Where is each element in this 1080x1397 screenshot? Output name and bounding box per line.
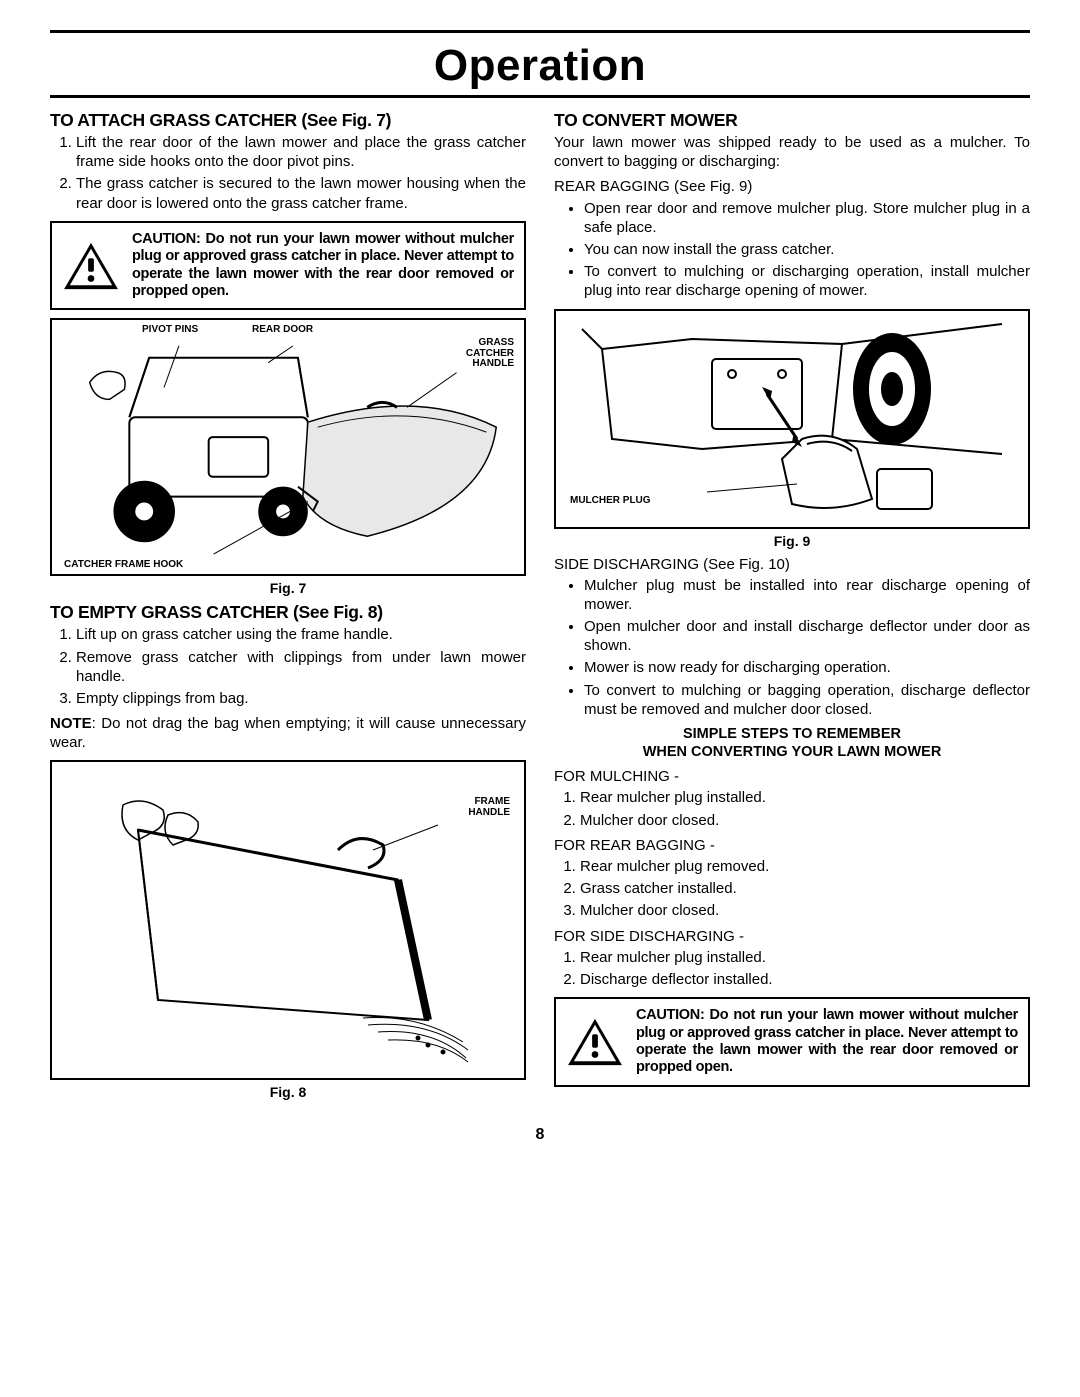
figure-7-svg xyxy=(60,328,516,566)
list-item: Lift up on grass catcher using the frame… xyxy=(76,625,526,644)
list-item: Empty clippings from bag. xyxy=(76,689,526,708)
side-heading: SIDE DISCHARGING (See Fig. 10) xyxy=(554,555,1030,574)
caution-box-left: CAUTION: Do not run your lawn mower with… xyxy=(50,221,526,311)
remember-title: SIMPLE STEPS TO REMEMBER WHEN CONVERTING… xyxy=(554,725,1030,761)
rearbag-head: FOR REAR BAGGING - xyxy=(554,836,1030,855)
empty-steps-list: Lift up on grass catcher using the frame… xyxy=(50,625,526,708)
note-text: NOTE: Do not drag the bag when emptying;… xyxy=(50,714,526,752)
rearbag-steps: Rear mulcher plug removed. Grass catcher… xyxy=(554,857,1030,921)
attach-heading: TO ATTACH GRASS CATCHER (See Fig. 7) xyxy=(50,110,526,131)
fig7-caption: Fig. 7 xyxy=(50,580,526,596)
list-item: Grass catcher installed. xyxy=(580,879,1030,898)
list-item: Remove grass catcher with clippings from… xyxy=(76,648,526,686)
list-item: Lift the rear door of the lawn mower and… xyxy=(76,133,526,171)
figure-9: MULCHER PLUG xyxy=(554,309,1030,529)
figure-8: FRAME HANDLE xyxy=(50,760,526,1080)
two-column-layout: TO ATTACH GRASS CATCHER (See Fig. 7) Lif… xyxy=(50,95,1030,1106)
mulching-steps: Rear mulcher plug installed. Mulcher doo… xyxy=(554,788,1030,829)
caution-label: CAUTION: xyxy=(636,1007,704,1023)
attach-steps-list: Lift the rear door of the lawn mower and… xyxy=(50,133,526,213)
remember-line1: SIMPLE STEPS TO REMEMBER xyxy=(683,726,901,742)
fig8-caption: Fig. 8 xyxy=(50,1084,526,1100)
remember-line2: WHEN CONVERTING YOUR LAWN MOWER xyxy=(643,744,942,760)
list-item: Mulcher door closed. xyxy=(580,811,1030,830)
page-number: 8 xyxy=(50,1126,1030,1144)
note-label: NOTE xyxy=(50,715,92,732)
convert-intro: Your lawn mower was shipped ready to be … xyxy=(554,133,1030,171)
fig7-label-handle: GRASS CATCHER HANDLE xyxy=(466,338,514,370)
fig7-label-reardoor: REAR DOOR xyxy=(252,325,313,336)
mulching-head: FOR MULCHING - xyxy=(554,767,1030,786)
fig7-label-hook: CATCHER FRAME HOOK xyxy=(64,560,183,571)
list-item: To convert to mulching or discharging op… xyxy=(584,262,1030,300)
list-item: Mulcher door closed. xyxy=(580,901,1030,920)
list-item: Rear mulcher plug installed. xyxy=(580,948,1030,967)
convert-heading: TO CONVERT MOWER xyxy=(554,110,1030,131)
sidedis-head: FOR SIDE DISCHARGING - xyxy=(554,927,1030,946)
list-item: You can now install the grass catcher. xyxy=(584,240,1030,259)
caution-box-right: CAUTION: Do not run your lawn mower with… xyxy=(554,997,1030,1087)
left-column: TO ATTACH GRASS CATCHER (See Fig. 7) Lif… xyxy=(50,104,526,1106)
right-column: TO CONVERT MOWER Your lawn mower was shi… xyxy=(554,104,1030,1106)
list-item: Mulcher plug must be installed into rear… xyxy=(584,576,1030,614)
caution-text: CAUTION: Do not run your lawn mower with… xyxy=(132,231,514,301)
caution-label: CAUTION: xyxy=(132,231,200,247)
list-item: Rear mulcher plug removed. xyxy=(580,857,1030,876)
note-body: : Do not drag the bag when emptying; it … xyxy=(50,715,526,751)
figure-9-svg xyxy=(564,319,1020,519)
list-item: Open mulcher door and install discharge … xyxy=(584,617,1030,655)
rear-bag-bullets: Open rear door and remove mulcher plug. … xyxy=(554,199,1030,301)
list-item: Open rear door and remove mulcher plug. … xyxy=(584,199,1030,237)
side-bullets: Mulcher plug must be installed into rear… xyxy=(554,576,1030,719)
warning-icon xyxy=(566,1007,624,1077)
fig9-label-plug: MULCHER PLUG xyxy=(570,496,651,507)
figure-8-svg xyxy=(60,770,516,1070)
fig9-caption: Fig. 9 xyxy=(554,533,1030,549)
sidedis-steps: Rear mulcher plug installed. Discharge d… xyxy=(554,948,1030,989)
empty-heading: TO EMPTY GRASS CATCHER (See Fig. 8) xyxy=(50,602,526,623)
list-item: To convert to mulching or bagging operat… xyxy=(584,681,1030,719)
fig8-label-handle: FRAME HANDLE xyxy=(468,797,510,818)
caution-text: CAUTION: Do not run your lawn mower with… xyxy=(636,1007,1018,1077)
list-item: The grass catcher is secured to the lawn… xyxy=(76,174,526,212)
page-title: Operation xyxy=(50,33,1030,95)
list-item: Mower is now ready for discharging opera… xyxy=(584,658,1030,677)
fig7-label-pivot: PIVOT PINS xyxy=(142,325,198,336)
list-item: Discharge deflector installed. xyxy=(580,970,1030,989)
figure-7: PIVOT PINS REAR DOOR GRASS CATCHER HANDL… xyxy=(50,318,526,576)
warning-icon xyxy=(62,231,120,301)
rear-bag-heading: REAR BAGGING (See Fig. 9) xyxy=(554,177,1030,196)
list-item: Rear mulcher plug installed. xyxy=(580,788,1030,807)
